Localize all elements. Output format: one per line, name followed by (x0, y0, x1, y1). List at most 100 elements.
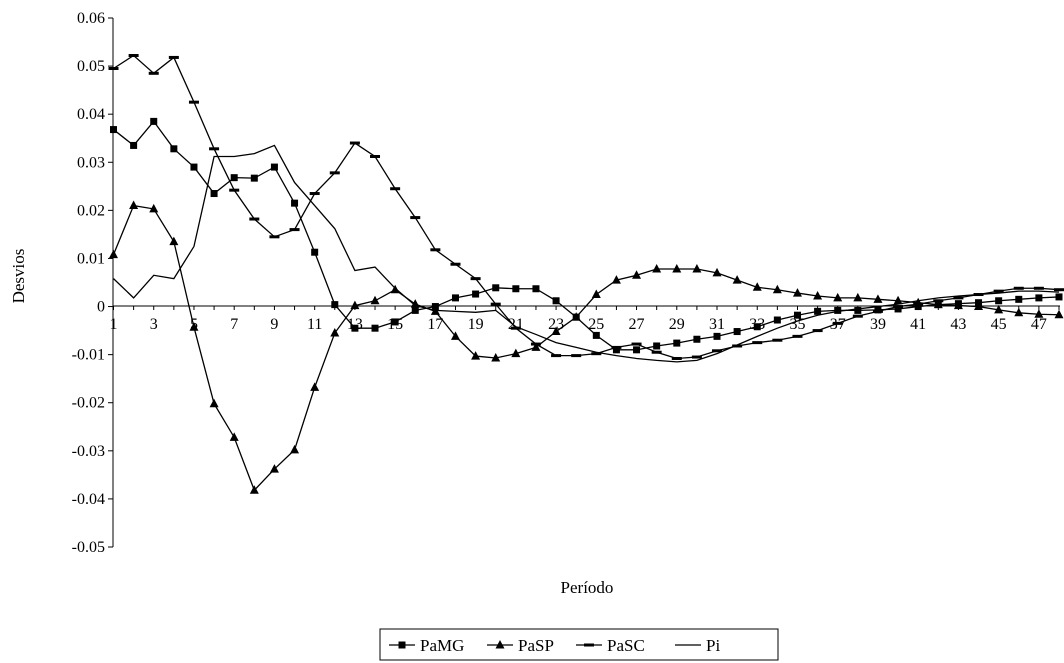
data-point-pasp (752, 282, 762, 291)
data-point-pasp (290, 444, 300, 454)
x-tick-label: 25 (588, 316, 604, 333)
data-point-pamg (411, 306, 419, 314)
data-point-pasc (168, 55, 179, 59)
legend-label-pamg: PaMG (420, 636, 464, 655)
legend-marker-pasp (495, 640, 505, 649)
data-point-pasp (712, 267, 722, 277)
data-point-pasc (933, 299, 944, 303)
x-tick-label: 39 (870, 316, 886, 333)
data-point-pasc (370, 155, 381, 159)
data-point-pamg (713, 332, 721, 340)
data-point-pamg (210, 190, 218, 198)
legend-marker-pasc (584, 643, 594, 647)
data-point-pasc (872, 309, 883, 313)
data-point-pamg (170, 145, 178, 153)
legend-marker-pamg (398, 641, 406, 649)
data-point-pamg (894, 305, 902, 313)
data-point-pamg (250, 174, 258, 182)
x-tick-label: 21 (508, 316, 524, 333)
legend-label-pi: Pi (706, 636, 720, 655)
data-point-pasc (128, 54, 139, 58)
data-point-pasc (209, 147, 220, 151)
data-point-pasc (732, 344, 743, 348)
y-tick-label: -0.02 (72, 395, 105, 412)
data-point-pamg (793, 311, 801, 319)
data-point-pamg (150, 117, 158, 125)
data-point-pasc (631, 342, 642, 346)
data-point-pasp (249, 485, 259, 494)
data-point-pasc (611, 345, 622, 349)
data-point-pamg (914, 303, 922, 311)
series-pi (113, 144, 1060, 363)
data-point-pasp (491, 353, 501, 362)
y-axis-title: Desvios (9, 249, 28, 304)
x-tick-label: 19 (468, 316, 484, 333)
data-point-pamg (190, 163, 198, 171)
data-point-pasp (511, 348, 521, 358)
data-point-pamg (733, 328, 741, 336)
y-tick-label: 0.01 (77, 250, 105, 267)
y-tick-label: 0 (97, 299, 105, 316)
data-point-pasp (370, 295, 380, 305)
data-point-pamg (1035, 294, 1043, 302)
data-point-pasc (229, 188, 240, 192)
data-point-pamg (834, 306, 842, 314)
data-point-pasp (1034, 309, 1044, 318)
data-point-pasc (349, 141, 360, 145)
y-tick-label: -0.05 (72, 539, 105, 556)
data-point-pasp (994, 304, 1004, 314)
data-point-pasp (1014, 307, 1024, 317)
x-axis-title: Período (561, 578, 614, 597)
data-point-pasp (450, 331, 460, 340)
data-point-pasp (873, 294, 883, 303)
data-point-pamg (130, 141, 138, 149)
x-tick-label: 41 (910, 316, 926, 333)
data-point-pamg (693, 335, 701, 343)
series-line-pasc (113, 54, 1060, 360)
x-axis-ticks: 1357911131517192123252729313335373941434… (110, 306, 1060, 333)
data-point-pasp (189, 322, 199, 331)
data-point-pasp (209, 398, 219, 408)
data-point-pamg (1015, 295, 1023, 303)
x-tick-label: 27 (629, 316, 645, 333)
x-tick-label: 31 (709, 316, 725, 333)
data-point-pasc (792, 334, 803, 338)
data-point-pasc (510, 326, 521, 330)
data-point-pasp (591, 289, 601, 299)
data-point-pamg (854, 306, 862, 314)
data-point-pasc (329, 171, 340, 175)
data-point-pasc (450, 262, 461, 266)
data-point-pasp (551, 326, 561, 336)
x-tick-label: 47 (1031, 316, 1047, 333)
data-point-pasc (913, 302, 924, 306)
data-point-pasp (833, 292, 843, 302)
data-point-pasp (732, 275, 742, 284)
data-point-pamg (753, 323, 761, 331)
y-tick-label: 0.05 (77, 58, 105, 75)
series-line-pasp (112, 204, 1060, 492)
x-tick-label: 11 (307, 316, 322, 333)
data-point-pasc (1054, 288, 1064, 292)
data-point-pasp (652, 264, 662, 273)
data-point-pasc (953, 296, 964, 300)
data-point-pasc (490, 302, 501, 306)
data-point-pamg (512, 285, 520, 293)
data-point-pasp (149, 203, 159, 213)
data-point-pasc (691, 355, 702, 359)
data-point-pamg (532, 285, 540, 293)
data-point-pamg (552, 297, 560, 305)
data-point-pasc (470, 277, 481, 281)
data-point-pasp (813, 290, 823, 300)
x-tick-label: 45 (991, 316, 1007, 333)
data-point-pasc (832, 321, 843, 325)
y-tick-label: 0.02 (77, 202, 105, 219)
data-point-pamg (472, 290, 480, 298)
data-point-pamg (291, 199, 299, 207)
data-point-pasp (269, 464, 279, 473)
data-point-pasp (893, 295, 903, 305)
legend: PaMG PaSP PaSC Pi (379, 628, 779, 661)
data-point-pasc (390, 187, 401, 191)
series-layer (108, 54, 1064, 494)
y-tick-label: -0.04 (72, 491, 105, 508)
